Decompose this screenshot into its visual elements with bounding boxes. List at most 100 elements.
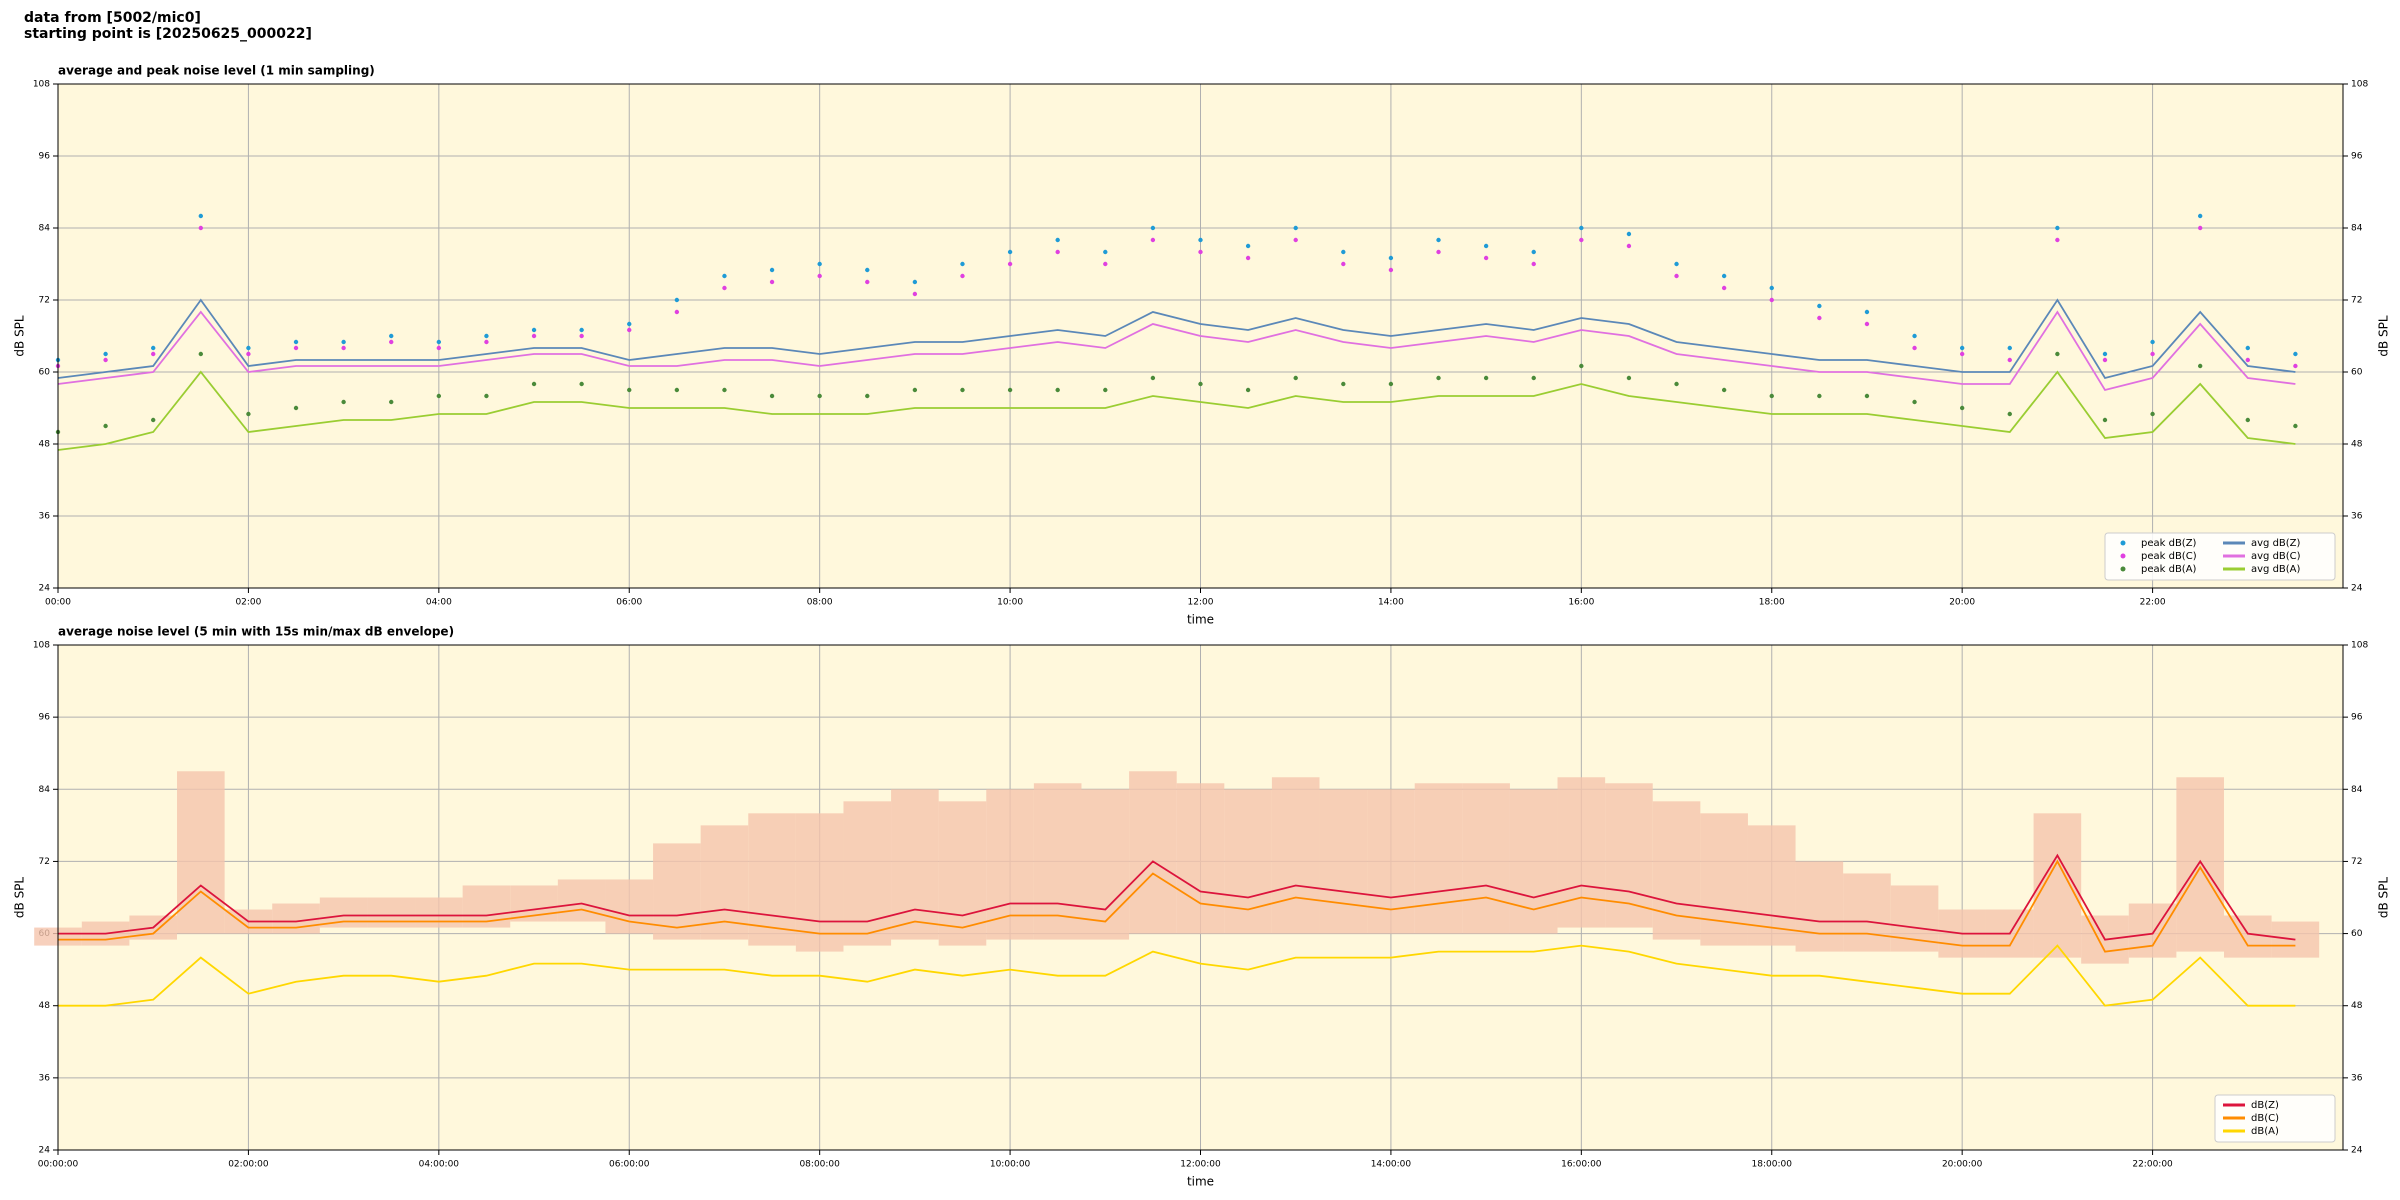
peak-point <box>1674 273 1679 279</box>
plot-frame <box>57 644 2344 1151</box>
x-tick-label: 00:00 <box>45 598 71 608</box>
peak-point <box>198 225 204 231</box>
x-tick-label: 14:00 <box>1378 598 1404 608</box>
peak-point <box>1817 303 1822 309</box>
peak-point <box>1007 387 1013 393</box>
envelope-band <box>1605 783 1653 928</box>
peak-point <box>1055 237 1060 243</box>
legend-label: dB(Z) <box>2251 1100 2279 1111</box>
peak-point <box>865 267 870 273</box>
peak-point <box>1103 261 1108 267</box>
peak-point <box>769 267 775 273</box>
peak-point <box>1388 381 1394 387</box>
peak-point <box>2197 225 2203 231</box>
peak-point <box>2055 225 2060 231</box>
y-tick-label: 24 <box>39 584 51 594</box>
peak-point <box>1483 375 1489 381</box>
envelope-band <box>1462 783 1510 934</box>
envelope-band <box>1509 789 1558 934</box>
peak-point <box>1007 261 1013 267</box>
peak-point <box>1436 237 1441 243</box>
peak-point <box>912 291 918 297</box>
peak-point <box>1864 321 1870 327</box>
legend-label: avg dB(C) <box>2251 551 2301 562</box>
legend-label: peak dB(A) <box>2141 564 2197 575</box>
peak-point <box>627 321 632 327</box>
peak-point <box>722 285 727 291</box>
series-line <box>57 310 2296 392</box>
peak-point <box>627 327 632 333</box>
peak-point <box>103 351 108 357</box>
peak-point <box>1341 249 1346 255</box>
peak-point <box>103 357 108 363</box>
peak-point <box>151 345 156 351</box>
y-tick-label: 48 <box>39 1001 51 1011</box>
y-axis-label: dB SPL <box>13 315 27 357</box>
y-tick-label: 36 <box>2351 1073 2363 1083</box>
peak-point <box>293 405 299 411</box>
series-line <box>57 370 2296 451</box>
peak-point <box>2150 351 2155 357</box>
x-tick-label: 08:00:00 <box>799 1160 840 1170</box>
peak-point <box>1150 237 1156 243</box>
peak-point <box>341 345 346 351</box>
x-axis-label: time <box>1187 1175 1214 1189</box>
plot-frame <box>57 83 2344 589</box>
chart-title: average noise level (5 min with 15s min/… <box>58 625 454 639</box>
peak-point <box>1388 267 1394 273</box>
y-tick-label: 24 <box>2351 584 2363 594</box>
envelope-band <box>1224 789 1272 934</box>
y-axis-label: dB SPL <box>13 877 27 919</box>
peak-point <box>1293 375 1298 381</box>
peak-point <box>579 333 584 339</box>
envelope-band <box>1652 801 1701 940</box>
envelope-band <box>2223 915 2272 958</box>
peak-point <box>1959 345 1965 351</box>
envelope-band <box>2033 813 2082 958</box>
peak-point <box>2102 357 2108 363</box>
envelope-band <box>1176 783 1225 934</box>
peak-point <box>1150 375 1156 381</box>
peak-point <box>1103 387 1108 393</box>
peak-point <box>1483 243 1489 249</box>
peak-point <box>1864 309 1870 315</box>
peak-point <box>2007 345 2012 351</box>
peak-point <box>960 273 965 279</box>
peak-point <box>531 333 537 339</box>
envelope-band <box>653 843 701 940</box>
y-tick-label: 108 <box>33 80 50 90</box>
legend-label: avg dB(A) <box>2251 564 2301 575</box>
envelope-band <box>891 789 939 940</box>
envelope-band <box>1033 783 1082 940</box>
peak-point <box>436 339 442 345</box>
peak-point <box>722 273 727 279</box>
legend-label: dB(A) <box>2251 1126 2279 1137</box>
peak-point <box>2293 351 2298 357</box>
x-tick-label: 04:00:00 <box>419 1160 460 1170</box>
peak-point <box>1626 375 1632 381</box>
y-axis-label: dB SPL <box>2377 877 2391 919</box>
y-tick-label: 72 <box>39 296 50 306</box>
legend-box <box>2104 532 2336 581</box>
legend-label: dB(C) <box>2251 1113 2279 1124</box>
peak-point <box>1626 243 1632 249</box>
x-tick-label: 18:00 <box>1759 598 1785 608</box>
envelope-band <box>1319 789 1368 934</box>
x-tick-label: 06:00 <box>616 598 642 608</box>
peak-point <box>2055 237 2060 243</box>
x-tick-label: 22:00:00 <box>2132 1160 2173 1170</box>
x-tick-label: 10:00:00 <box>990 1160 1031 1170</box>
peak-point <box>151 351 156 357</box>
y-tick-label: 96 <box>2351 713 2363 723</box>
peak-point <box>1293 237 1298 243</box>
peak-point <box>389 339 394 345</box>
peak-point <box>1579 363 1584 369</box>
y-tick-label: 96 <box>2351 152 2363 162</box>
peak-point <box>674 309 680 315</box>
y-tick-label: 108 <box>2351 641 2368 651</box>
peak-point <box>1483 255 1489 261</box>
peak-point <box>2150 339 2155 345</box>
peak-point <box>1245 387 1251 393</box>
peak-point <box>389 399 394 405</box>
peak-point <box>1436 249 1441 255</box>
